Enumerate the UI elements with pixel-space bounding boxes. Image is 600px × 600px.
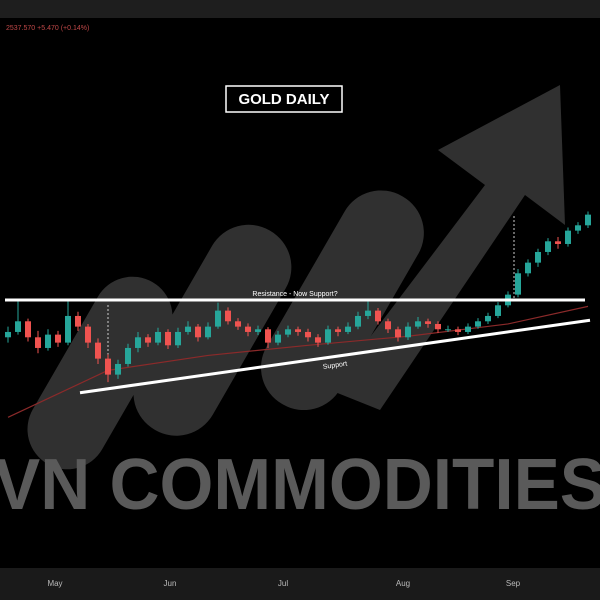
candle-body	[405, 326, 411, 338]
candle-body	[265, 329, 271, 343]
candle-body	[205, 326, 211, 338]
logo-pill	[27, 276, 173, 470]
candle-body	[555, 241, 561, 244]
candle-body	[295, 329, 301, 332]
x-tick-label: Sep	[506, 579, 521, 588]
candle-body	[415, 321, 421, 327]
candle-body	[225, 310, 231, 322]
candle-body	[255, 329, 261, 332]
candle-body	[465, 326, 471, 332]
bottom-bar	[0, 568, 600, 600]
candle-body	[275, 334, 281, 343]
candle-body	[355, 315, 361, 327]
candle-body	[75, 315, 81, 327]
candle-body	[95, 342, 101, 359]
candle-body	[45, 334, 51, 348]
quote: 2537.570 +5.470 (+0.14%)	[6, 25, 89, 32]
candle-body	[475, 321, 481, 327]
candle-body	[85, 326, 91, 343]
x-tick-label: May	[47, 579, 62, 588]
candle-body	[515, 273, 521, 295]
candle-body	[445, 329, 451, 331]
plot: Resistance - Now Support? Support	[5, 211, 591, 418]
candle-body	[335, 329, 341, 332]
candle-body	[185, 326, 191, 332]
candle-body	[125, 347, 131, 364]
candle-body	[245, 326, 251, 332]
candle-body	[175, 331, 181, 346]
x-tick-label: Aug	[396, 579, 410, 588]
candle-body	[385, 321, 391, 330]
candle-body	[25, 321, 31, 338]
candle-body	[545, 241, 551, 252]
candle-body	[435, 323, 441, 330]
x-tick-label: Jul	[278, 579, 288, 588]
candle-body	[575, 225, 581, 231]
candle-body	[195, 326, 201, 338]
x-tick-label: Jun	[164, 579, 177, 588]
candle-body	[235, 321, 241, 327]
candle-body	[145, 337, 151, 343]
candle-body	[115, 363, 121, 375]
candle-body	[65, 315, 71, 343]
candle-body	[285, 329, 291, 335]
candle-body	[215, 310, 221, 327]
candle-body	[315, 337, 321, 343]
trend-line-label: Resistance - Now Support?	[252, 291, 337, 298]
logo-pill	[133, 224, 292, 436]
top-bar	[0, 0, 600, 18]
candle-body	[365, 310, 371, 316]
title-box	[225, 85, 343, 113]
candle-body	[585, 214, 591, 226]
chart-title: GOLD DAILY	[238, 91, 329, 108]
candle-body	[35, 337, 41, 348]
candle-body	[305, 331, 311, 338]
candle-body	[495, 305, 501, 316]
candle-body	[395, 329, 401, 338]
candle-body	[105, 358, 111, 375]
candle-body	[345, 326, 351, 332]
candle-body	[325, 329, 331, 343]
trend-line-label: Support	[322, 361, 347, 371]
candle-body	[135, 337, 141, 348]
candle-body	[425, 321, 431, 324]
candle-body	[375, 310, 381, 322]
candle-body	[165, 331, 171, 346]
watermark: VN COMMODITIES	[0, 445, 600, 525]
candle-body	[15, 321, 21, 332]
candle-body	[565, 230, 571, 244]
candle-body	[535, 251, 541, 263]
candle-body	[5, 331, 11, 338]
candle-body	[525, 262, 531, 274]
candle-body	[485, 315, 491, 322]
candle-body	[55, 334, 61, 343]
candle-body	[155, 331, 161, 343]
candle-body	[455, 329, 461, 332]
trend-line	[79, 318, 591, 395]
